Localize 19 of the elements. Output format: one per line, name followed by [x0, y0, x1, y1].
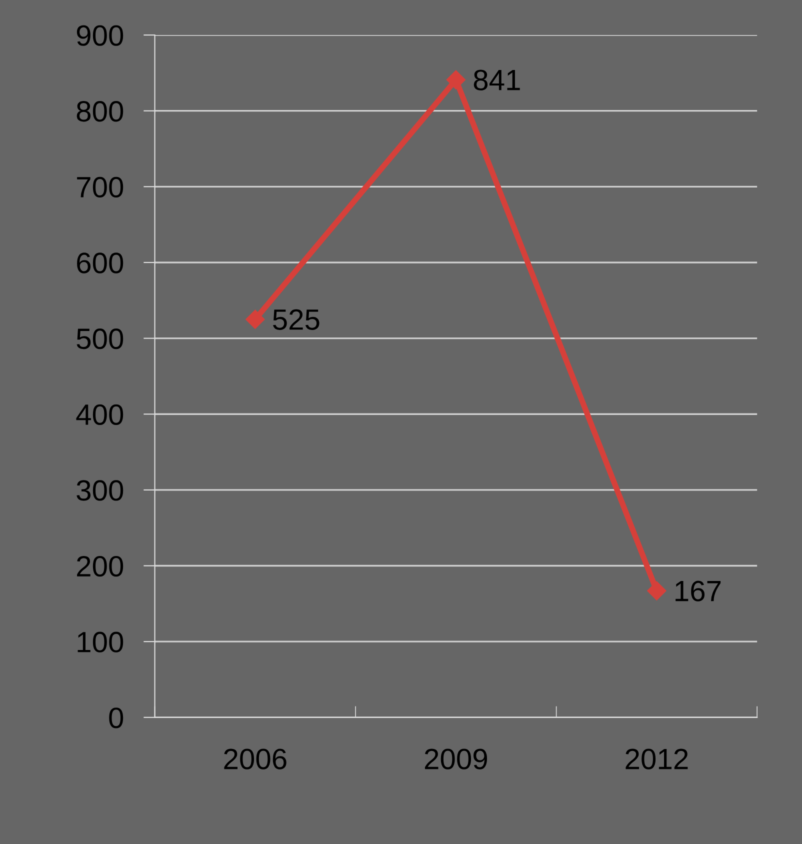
y-tick-label: 900 — [76, 25, 124, 46]
y-tick-label: 200 — [77, 556, 124, 577]
y-tick-label: 100 — [78, 632, 124, 652]
data-label: 167 — [676, 580, 721, 602]
x-tick-label: 2009 — [424, 748, 487, 770]
point — [246, 310, 265, 329]
y-tick-label: 800 — [76, 101, 124, 122]
x-tick-label: 2006 — [224, 748, 286, 770]
y-tick-label: 0 — [109, 708, 124, 728]
x-tick-label: 2012 — [626, 748, 688, 770]
y-tick-label: 300 — [76, 480, 124, 501]
data-label: 525 — [273, 309, 320, 330]
y-tick-label: 600 — [77, 252, 124, 274]
y-tick-label: 400 — [76, 404, 124, 425]
y-tick-label: 700 — [77, 176, 124, 198]
data-label: 841 — [474, 70, 520, 90]
point — [647, 581, 666, 600]
y-tick-label: 500 — [76, 328, 124, 350]
point — [446, 70, 466, 90]
